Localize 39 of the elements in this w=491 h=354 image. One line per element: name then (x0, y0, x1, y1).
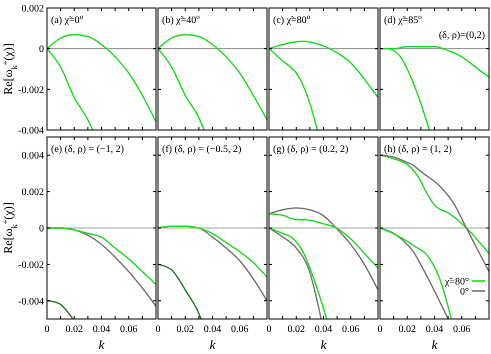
x-axis-title: k (320, 337, 327, 352)
x-tick-label: 0.06 (342, 324, 360, 335)
legend-label: χ̃=80° (444, 276, 469, 288)
x-tick-label: 0.04 (204, 324, 222, 335)
x-tick-label: 0.04 (426, 324, 444, 335)
legend-label: 0° (460, 286, 469, 298)
text: (c) χ̃=80$^{o}$ (273, 13, 311, 26)
text: (a) χ̃=0$^{o}$ (51, 13, 84, 26)
y-tick-label: 0 (39, 44, 44, 56)
x-axis-title: k (98, 337, 105, 352)
text: (b) χ̃=40$^{o}$ (162, 13, 200, 26)
y-tick-label: -0.002 (18, 260, 44, 271)
y-tick-label: -0.004 (18, 126, 44, 136)
text: (f) (δ, ρ) = (−0.5, 2) (162, 144, 242, 155)
x-tick-label: 0.02 (66, 324, 83, 335)
text: (e) (δ, ρ) = (−1, 2) (51, 144, 124, 155)
text: (h) (δ, ρ) = (1, 2) (384, 144, 452, 155)
text: (g) (δ, ρ) = (0.2, 2) (273, 144, 348, 155)
x-tick-label: 0.06 (231, 324, 248, 335)
x-tick-label: 0.06 (453, 324, 470, 335)
y-tick-label: 0.002 (22, 4, 44, 14)
y-tick-label: 0 (39, 224, 44, 234)
y-tick-label: 0.004 (22, 150, 44, 162)
text: (d) χ̃=85$^{o}$ (384, 13, 422, 26)
x-axis-title: k (210, 337, 216, 352)
y-tick-label: 0.002 (22, 187, 44, 198)
annotation: (δ, ρ)=(0,2) (438, 30, 485, 41)
y-tick-label: -0.002 (18, 84, 44, 96)
x-tick-label: 0.02 (288, 324, 305, 335)
x-tick-label: 0.02 (398, 324, 416, 335)
x-tick-label: 0.04 (92, 324, 110, 335)
x-tick-label: 0.04 (314, 324, 332, 335)
y-tick-label: -0.004 (18, 296, 44, 308)
x-axis-title: k (432, 337, 438, 352)
x-tick-label: 0 (266, 324, 272, 335)
x-tick-label: 0.02 (176, 324, 194, 335)
x-tick-label: 0 (378, 324, 382, 335)
x-tick-label: 0.06 (120, 324, 138, 335)
x-tick-label: 0 (156, 324, 160, 335)
